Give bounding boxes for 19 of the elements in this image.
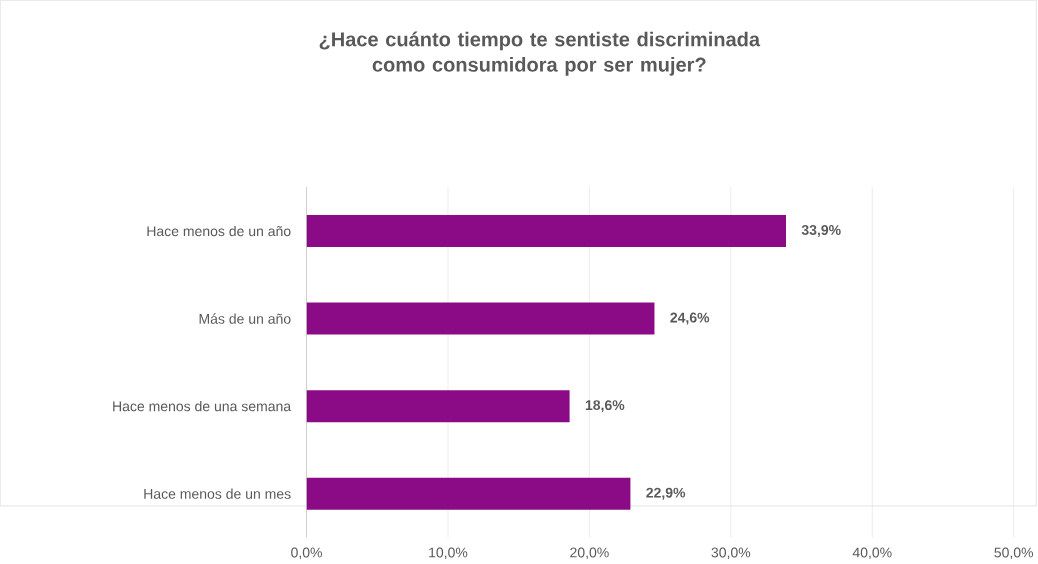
- bar: [306, 390, 570, 423]
- data-label: 33,9%: [801, 225, 841, 238]
- y-tick-label: Más de un año: [199, 313, 291, 325]
- x-tick-label: 30,0%: [711, 547, 751, 560]
- x-tick-label: 0,0%: [291, 547, 322, 560]
- data-label: 18,6%: [585, 400, 625, 413]
- data-label: 24,6%: [670, 312, 710, 325]
- x-tick-label: 50,0%: [994, 547, 1034, 560]
- bar: [306, 477, 631, 510]
- x-tick-label: 40,0%: [852, 547, 892, 560]
- y-tick-label: Hace menos de una semana: [113, 401, 292, 412]
- y-tick-label: Hace menos de un año: [147, 226, 291, 237]
- x-tick-label: 10,0%: [429, 547, 468, 560]
- data-label: 22,9%: [646, 487, 686, 500]
- bar: [306, 215, 786, 248]
- bar: [306, 302, 655, 335]
- x-tick-label: 20,0%: [570, 547, 609, 560]
- y-tick-label: Hace menos de un mes: [144, 488, 291, 500]
- chart-title: ¿Hace cuánto tiempo te sentiste discriminada como consumidora por ser mujer?: [319, 31, 761, 76]
